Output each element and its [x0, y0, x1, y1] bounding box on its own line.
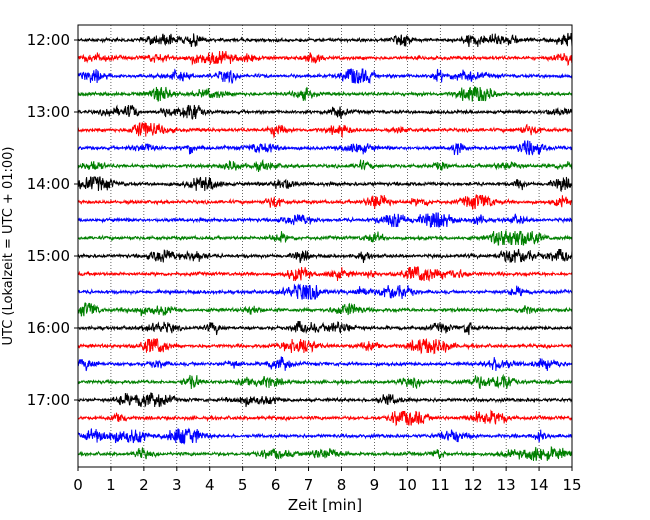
- y-tick-label-0: 12:00: [27, 31, 70, 49]
- x-tick-label-3: 3: [172, 476, 182, 494]
- x-axis-label: Zeit [min]: [288, 496, 362, 514]
- x-tick-label-4: 4: [205, 476, 215, 494]
- trace-5: [77, 121, 573, 139]
- x-tick-label-6: 6: [271, 476, 281, 494]
- y-tick-label-5: 17:00: [27, 391, 70, 409]
- x-tick-label-14: 14: [530, 476, 549, 494]
- x-tick-label-5: 5: [238, 476, 248, 494]
- y-axis-label: UTC (Lokalzeit = UTC + 01:00): [1, 147, 16, 346]
- trace-3: [77, 86, 573, 102]
- trace-7: [77, 158, 573, 173]
- trace-14: [77, 283, 573, 300]
- trace-16: [77, 320, 573, 336]
- x-tick-label-10: 10: [398, 476, 417, 494]
- y-tick-label-1: 13:00: [27, 103, 70, 121]
- y-tick-label-3: 15:00: [27, 247, 70, 265]
- trace-22: [77, 427, 573, 445]
- x-tick-label-11: 11: [431, 476, 450, 494]
- x-tick-label-2: 2: [139, 476, 149, 494]
- trace-23: [77, 446, 573, 462]
- trace-10: [77, 212, 573, 229]
- trace-20: [77, 392, 573, 408]
- x-tick-label-1: 1: [106, 476, 116, 494]
- trace-8: [77, 176, 573, 193]
- trace-4: [77, 104, 573, 120]
- trace-19: [77, 373, 573, 390]
- trace-13: [77, 266, 573, 282]
- trace-21: [77, 409, 573, 427]
- x-axis-ticks: 0 1 2 3 4 5 6 7 8 9 10 11 12 13 14 15: [73, 467, 582, 494]
- trace-12: [77, 248, 573, 264]
- y-tick-label-4: 16:00: [27, 319, 70, 337]
- trace-15: [77, 302, 573, 317]
- y-axis-ticks: 12:00 13:00 14:00 15:00 16:00 17:00: [27, 31, 78, 409]
- y-tick-label-2: 14:00: [27, 175, 70, 193]
- trace-9: [77, 194, 573, 210]
- x-tick-label-0: 0: [73, 476, 83, 494]
- x-tick-label-15: 15: [562, 476, 581, 494]
- x-tick-label-12: 12: [464, 476, 483, 494]
- x-tick-label-7: 7: [304, 476, 314, 494]
- trace-0: [77, 32, 573, 48]
- x-tick-label-13: 13: [497, 476, 516, 494]
- trace-18: [77, 356, 573, 372]
- trace-2: [77, 68, 573, 85]
- traces: [77, 32, 573, 462]
- trace-1: [77, 50, 573, 67]
- x-tick-label-8: 8: [337, 476, 347, 494]
- x-tick-label-9: 9: [370, 476, 380, 494]
- trace-11: [77, 230, 573, 246]
- trace-17: [77, 337, 573, 355]
- trace-6: [77, 140, 573, 156]
- plot-frame: [77, 24, 573, 468]
